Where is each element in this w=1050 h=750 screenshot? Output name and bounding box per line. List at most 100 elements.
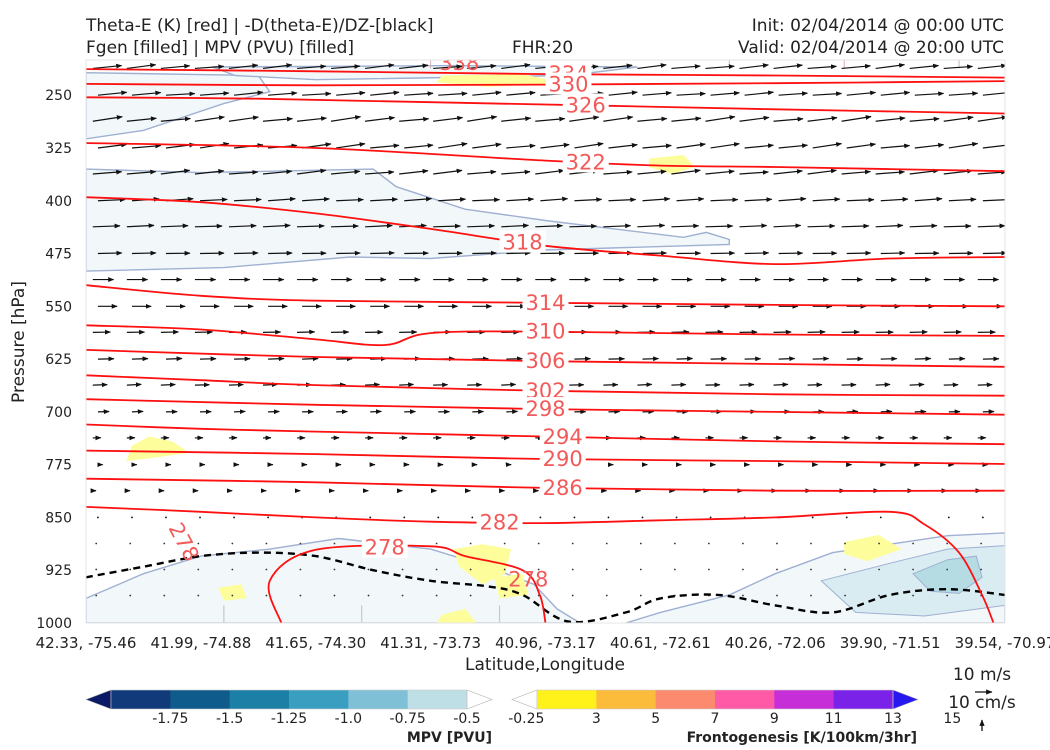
wind-vector (131, 143, 162, 149)
theta-e-label-mask (562, 93, 609, 116)
wind-vector (812, 142, 843, 149)
wind-vector (265, 594, 268, 597)
wind-vector (401, 568, 404, 571)
terrain-lines (223, 60, 960, 623)
wind-vector (676, 91, 706, 97)
wind-vector (503, 568, 506, 571)
wind-vector (977, 223, 1005, 229)
frontogenesis-region-fgen-surface (436, 608, 477, 623)
wind-vector (639, 568, 642, 571)
wind-vector (228, 223, 257, 229)
wind-vector (982, 92, 1005, 96)
wind-vector (535, 168, 565, 175)
wind-vector (228, 382, 244, 388)
wind-vector (160, 116, 191, 122)
wind-vector (977, 63, 1005, 70)
wind-vector (299, 542, 302, 545)
wind-vector (707, 542, 710, 545)
wind-vector (639, 542, 642, 545)
wind-vector (296, 116, 328, 122)
wind-vector (846, 197, 875, 203)
wind-vector (845, 516, 848, 519)
frontogenesis-colorbar-segment (774, 690, 835, 709)
wind-vector (95, 568, 98, 571)
mpv-colorbar: -1.75 -1.5 -1.25 -1.0 -0.75 -0.5 -0.25 (85, 689, 544, 727)
y-tick-label: 550 (45, 299, 72, 315)
theta-e-contour-322 (86, 142, 1005, 173)
wind-vector (469, 568, 472, 571)
theta-e-label: 290 (543, 447, 583, 471)
wind-vector (671, 116, 702, 122)
frontogenesis-colorbar-tick-label: 9 (770, 711, 779, 727)
wind-vector (880, 90, 911, 96)
frontogenesis-colorbar-title: Frontogenesis [K/100km/3hr] (687, 730, 917, 746)
wind-vector (773, 169, 803, 175)
theta-e-label: 294 (543, 425, 583, 449)
frontogenesis-colorbar-tick-label: 3 (592, 711, 601, 727)
init-time: Init: 02/04/2014 @ 00:00 UTC (752, 16, 1004, 36)
wind-vector (503, 594, 506, 597)
wind-vector (194, 64, 225, 70)
wind-vector (810, 568, 812, 571)
wind-vector (404, 143, 434, 149)
wind-vector (914, 91, 945, 97)
wind-vector (778, 196, 807, 202)
wind-vector (571, 542, 574, 545)
wind-vector (268, 356, 285, 362)
wind-vector (501, 116, 532, 122)
wind-vector (197, 594, 200, 597)
mpv-colorbar-tick-label: -1.5 (216, 711, 243, 727)
wind-vector (912, 542, 914, 545)
wind-vector (435, 568, 438, 571)
wind-vector (776, 542, 778, 545)
wind-vector (574, 141, 604, 149)
frontogenesis-colorbar-segment (537, 690, 597, 709)
wind-vector (433, 168, 463, 175)
y-tick-label: 475 (45, 247, 72, 263)
x-tick-label: 40.96, -73.17 (495, 634, 596, 652)
wind-vector (637, 382, 653, 388)
theta-e-label: 338 (439, 51, 479, 75)
frontogenesis-region-fgen-low-left (218, 584, 247, 601)
wind-vector (841, 223, 870, 229)
x-tick-label: 40.26, -72.06 (725, 634, 826, 652)
wind-vector (399, 116, 430, 122)
wind-vector (331, 223, 359, 229)
wind-vector (739, 63, 769, 70)
wind-vector (160, 223, 189, 229)
wind-vector (676, 356, 694, 362)
y-tick-label: 925 (45, 563, 72, 579)
wind-vector (131, 516, 133, 519)
x-tick-label: 39.54, -70.97 (955, 634, 1050, 652)
wind-vector (262, 169, 293, 175)
wind-vector (705, 64, 735, 70)
wind-vector (501, 63, 531, 70)
wind-vector (199, 91, 230, 96)
wind-vector (603, 63, 633, 70)
wind-vector (126, 223, 155, 229)
frontogenesis-colorbar-outline (536, 689, 894, 710)
wind-vector (980, 568, 983, 571)
wind-vector (739, 169, 769, 175)
wind-vector (129, 568, 132, 571)
wind-vector (370, 250, 395, 256)
wind-vector (336, 142, 366, 149)
theta-e-contour-282 (86, 506, 995, 623)
wind-vector (333, 594, 336, 597)
wind-vector (914, 356, 932, 362)
theta-e-label: 286 (543, 476, 583, 500)
theta-e-label-mask (522, 397, 569, 420)
theta-e-label: 318 (502, 230, 542, 254)
wind-vector (129, 594, 132, 597)
wind-vector (742, 594, 744, 597)
wind-vector (296, 168, 327, 175)
wind-vector (231, 594, 234, 597)
wind-vector (401, 594, 404, 597)
wind-vector (943, 223, 972, 229)
mpv-colorbar-tick-label: -1.25 (271, 711, 307, 727)
theta-e-contour-326 (86, 96, 1005, 115)
wind-vector (194, 169, 225, 175)
wind-vector (574, 197, 603, 203)
wind-vector (231, 568, 234, 571)
theta-e-contours: 3343303263223183143103063022982942902862… (86, 51, 1005, 623)
